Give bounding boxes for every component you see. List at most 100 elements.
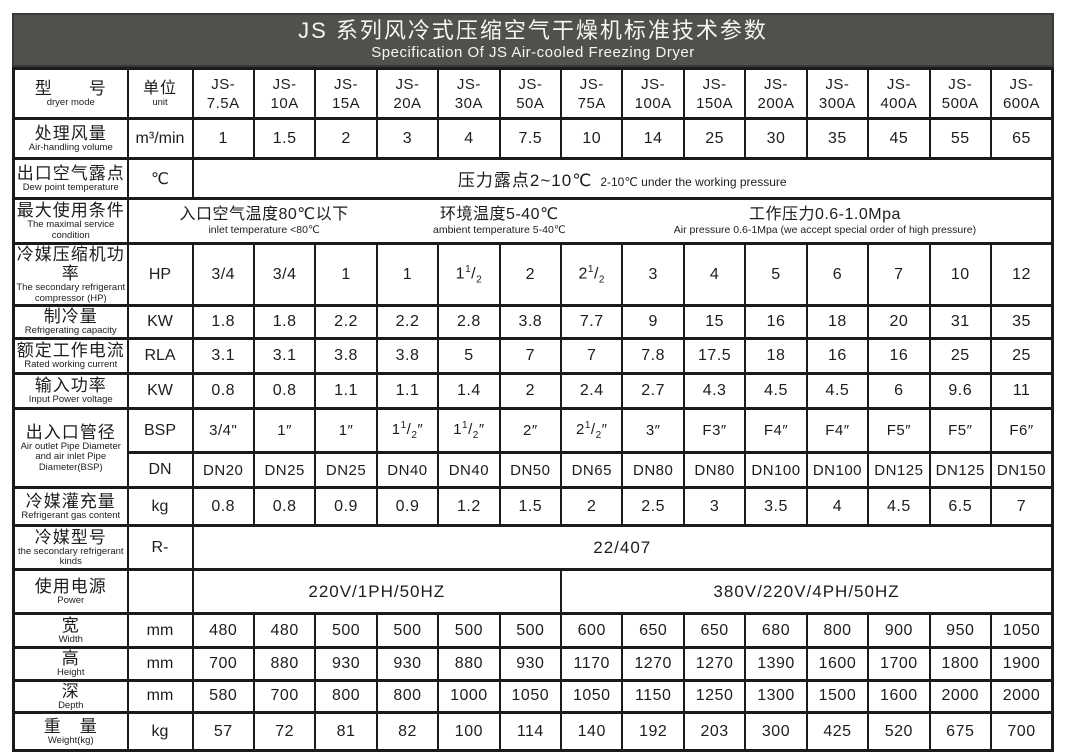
value-cell: 580 bbox=[191, 678, 255, 714]
value-cell: 6 bbox=[805, 242, 870, 307]
unit-cell: kg bbox=[126, 711, 194, 752]
row-label-input-power: 输入功率 Input Power voltage bbox=[12, 372, 129, 410]
value-cell: 700 bbox=[989, 711, 1054, 752]
row-label-en: Width bbox=[58, 633, 83, 645]
model-size: 300A bbox=[818, 94, 856, 112]
value-cell: F4″ bbox=[805, 407, 870, 454]
model-header: JS- 600A bbox=[989, 67, 1054, 120]
value-cell: 3/4 bbox=[252, 242, 317, 307]
value-cell: 4 bbox=[437, 117, 501, 160]
value-cell: 14 bbox=[621, 117, 685, 160]
model-header: JS- 200A bbox=[744, 67, 808, 120]
row-max-service-condition: 最大使用条件 The maximal service condition 入口空… bbox=[12, 197, 1054, 245]
value-cell: 5 bbox=[744, 242, 808, 307]
value-cell: 3.8 bbox=[314, 337, 378, 375]
value-cell: 0.8 bbox=[191, 486, 255, 527]
value-cell: 4.5 bbox=[744, 372, 808, 410]
row-label-width: 宽 Width bbox=[12, 612, 129, 649]
merged-zh: 压力露点2~10℃ bbox=[457, 171, 593, 190]
value-cell: 3 bbox=[621, 242, 685, 307]
row-label-en: dryer mode bbox=[46, 96, 95, 108]
value-cell: 11/2″ bbox=[437, 407, 501, 454]
model-size: 150A bbox=[696, 94, 734, 112]
model-size: 100A bbox=[634, 94, 672, 112]
value-cell: 7 bbox=[989, 486, 1054, 527]
row-label-max-service-condition: 最大使用条件 The maximal service condition bbox=[12, 197, 129, 245]
row-label-refrigerant-kind: 冷媒型号 the secondary refrigerant kinds bbox=[12, 524, 129, 571]
value-cell: 7.8 bbox=[621, 337, 685, 375]
unit-cell: KW bbox=[126, 372, 194, 410]
model-prefix: JS- bbox=[272, 75, 297, 93]
unit-cell: KW bbox=[126, 304, 194, 340]
value-cell: DN25 bbox=[252, 451, 317, 489]
value-cell: 800 bbox=[805, 612, 870, 649]
model-prefix: JS- bbox=[702, 75, 727, 93]
row-label-compressor-power: 冷媒压缩机功率 The secondary refrigerant compre… bbox=[12, 242, 129, 307]
condition-en: Air pressure 0.6-1Mpa (we accept special… bbox=[673, 224, 977, 236]
value-cell: 3.1 bbox=[252, 337, 317, 375]
value-cell: F5″ bbox=[867, 407, 931, 454]
value-cell: 45 bbox=[867, 117, 931, 160]
value-cell: 880 bbox=[252, 646, 317, 682]
unit-cell: ℃ bbox=[126, 157, 194, 200]
model-header: JS- 150A bbox=[682, 67, 747, 120]
model-size: 75A bbox=[577, 94, 606, 112]
row-label-zh: 冷媒灌充量 bbox=[25, 491, 116, 511]
model-prefix: JS- bbox=[211, 75, 236, 93]
unit-cell: mm bbox=[126, 678, 194, 714]
value-cell: 2.7 bbox=[621, 372, 685, 410]
value-cell: 520 bbox=[867, 711, 931, 752]
merged-value-cell: 压力露点2~10℃ 2-10℃ under the working pressur… bbox=[191, 157, 1054, 200]
value-cell: 880 bbox=[437, 646, 501, 682]
row-label-en: Air outlet Pipe Diameter and air inlet P… bbox=[20, 440, 121, 473]
value-cell: F6″ bbox=[989, 407, 1054, 454]
value-cell: 3/4 bbox=[191, 242, 255, 307]
row-label-en: Dew point temperature bbox=[22, 181, 119, 193]
row-label-en: The maximal service condition bbox=[27, 219, 115, 241]
row-label-height: 高 Height bbox=[12, 646, 129, 682]
value-cell: 650 bbox=[621, 612, 685, 649]
value-cell: 12 bbox=[989, 242, 1054, 307]
value-cell: 1 bbox=[191, 117, 255, 160]
value-cell: 16 bbox=[867, 337, 931, 375]
row-input-power: 输入功率 Input Power voltage KW 0.8 0.8 1.1 1.1 1.… bbox=[12, 372, 1054, 410]
model-prefix: JS- bbox=[1009, 75, 1034, 93]
model-prefix: JS- bbox=[641, 75, 666, 93]
value-cell: 81 bbox=[314, 711, 378, 752]
model-size: 400A bbox=[880, 94, 918, 112]
value-cell: 82 bbox=[375, 711, 440, 752]
value-cell: 2 bbox=[498, 242, 563, 307]
value-cell: 18 bbox=[744, 337, 808, 375]
row-label-zh: 冷媒型号 bbox=[34, 527, 107, 547]
row-dew-point: 出口空气露点 Dew point temperature ℃ 压力露点2~10℃ 2… bbox=[12, 157, 1054, 200]
value-cell: 6.5 bbox=[928, 486, 992, 527]
value-cell: 1″ bbox=[252, 407, 317, 454]
model-prefix: JS- bbox=[579, 75, 604, 93]
value-cell: 300 bbox=[744, 711, 808, 752]
model-size: 7.5A bbox=[206, 94, 240, 112]
row-models: 型 号 dryer mode 单位 unit JS- 7.5A JS- 10A … bbox=[12, 67, 1054, 120]
spec-table: 型 号 dryer mode 单位 unit JS- 7.5A JS- 10A … bbox=[12, 67, 1054, 752]
unit-header-zh: 单位 bbox=[142, 79, 177, 97]
value-cell: 4.5 bbox=[867, 486, 931, 527]
row-label-zh: 冷媒压缩机功率 bbox=[16, 245, 125, 284]
value-cell: 9.6 bbox=[928, 372, 992, 410]
model-size: 600A bbox=[1002, 94, 1041, 112]
value-cell: 500 bbox=[437, 612, 501, 649]
value-cell: 25 bbox=[682, 117, 747, 160]
value-cell: 2.2 bbox=[375, 304, 440, 340]
value-cell: 700 bbox=[191, 646, 255, 682]
row-compressor-power: 冷媒压缩机功率 The secondary refrigerant compre… bbox=[12, 242, 1054, 307]
value-cell: 2 bbox=[314, 117, 378, 160]
row-label-en: Air-handling volume bbox=[28, 141, 113, 153]
row-label-rated-working-current: 额定工作电流 Rated working current bbox=[12, 337, 129, 375]
unit-cell: RLA bbox=[126, 337, 194, 375]
condition-group: 环境温度5-40℃ ambient temperature 5-40℃ bbox=[391, 206, 608, 236]
value-cell: 0.9 bbox=[314, 486, 378, 527]
value-cell: 0.9 bbox=[375, 486, 440, 527]
value-cell: 1300 bbox=[744, 678, 808, 714]
value-cell: 10 bbox=[560, 117, 624, 160]
value-cell: 3.5 bbox=[744, 486, 808, 527]
value-cell: 31 bbox=[928, 304, 992, 340]
row-label-depth: 深 Depth bbox=[12, 678, 129, 714]
